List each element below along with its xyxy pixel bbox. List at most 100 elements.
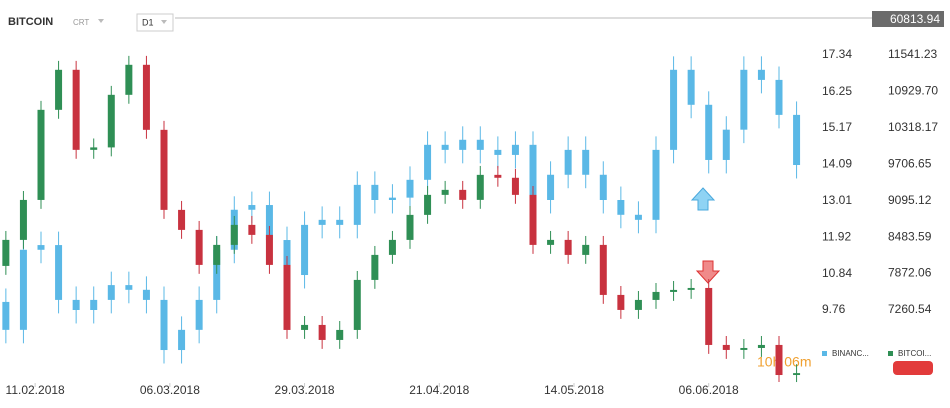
candle-body [72,69,80,150]
candle-body [511,144,519,155]
candle-body [687,287,695,290]
y2-tick-label: 10929.70 [888,84,938,98]
candle-body [371,184,379,200]
candle-body [336,219,344,225]
candle-body [90,147,98,150]
candle-body [301,324,309,330]
candle-body [178,209,186,230]
candle-body [37,109,45,200]
sell-signal [695,260,721,284]
candle-body [336,329,344,340]
candle-body [582,149,590,175]
candle-body [599,174,607,200]
last-price-box [872,11,944,27]
candle-body [2,301,10,330]
timeframe[interactable]: D1 [142,17,154,27]
y-tick-label: 11.92 [822,230,851,244]
candle-body [757,69,765,80]
candle-body [547,174,555,200]
candle-body [617,294,625,310]
candle-body [125,285,133,290]
candle-body [55,245,63,300]
buy-signal [690,187,716,211]
candle-body [529,144,537,200]
candle-body [722,129,730,160]
candle-body [634,214,642,220]
candle-body [705,287,713,345]
candle-body [476,174,484,200]
candle-body [283,264,291,330]
x-tick-label: 06.06.2018 [679,383,739,397]
candle-body [564,149,572,175]
x-tick-label: 29.03.2018 [275,383,335,397]
candle-body [2,239,10,266]
candle-body [213,249,221,300]
candle-body [424,194,432,215]
legend-swatch [888,351,893,356]
candle-body [617,199,625,215]
candle-body [371,254,379,280]
candle-body [195,229,203,265]
candle-body [529,194,537,245]
legend-swatch [822,351,827,356]
y2-tick-label: 8483.59 [888,229,932,243]
candle-body [72,299,80,310]
candle-body [19,249,27,330]
candle-body [107,94,115,148]
candle-body [195,299,203,330]
candle-body [107,285,115,300]
chart-subtitle[interactable]: CRT [73,18,89,27]
candle-body [19,199,27,240]
candle-body [142,64,150,130]
timeframe-box[interactable] [136,13,174,32]
candle-body [687,69,695,105]
candle-body [670,289,678,292]
candle-body [511,177,519,195]
countdown: 10h 06m [757,354,811,370]
x-tick-label: 14.05.2018 [544,383,604,397]
candle-body [248,224,256,235]
candle-body [142,289,150,300]
dropdown-arrow[interactable] [161,20,167,24]
candle-body [318,219,326,225]
candle-body [494,174,502,178]
y2-tick-label: 9095.12 [888,193,932,207]
dropdown-arrow[interactable] [98,19,104,23]
candle-body [634,299,642,310]
candle-body [55,69,63,110]
candle-body [318,324,326,340]
candle-body [705,104,713,160]
y2-tick-label: 10318.17 [888,120,938,134]
candle-body [388,239,396,255]
candle-body [564,239,572,255]
candle-body [599,244,607,295]
candle-body [406,214,414,240]
candle-body [582,244,590,255]
candle-body [441,144,449,150]
candle-body [160,129,168,210]
candle-body [213,244,221,265]
y-tick-label: 15.17 [822,120,852,134]
candle-body [775,344,783,376]
candle-body [353,184,361,225]
candle-body [722,344,730,350]
chart-title: BITCOIN [8,16,53,28]
candle-body [406,179,414,198]
candle-body [476,139,484,150]
candle-body [740,69,748,130]
y2-tick-label: 11541.23 [888,47,937,61]
candle-body [265,234,273,265]
legend-label: BINANC... [832,349,869,358]
last-price: 60813.94 [890,12,940,26]
candle-body [230,224,238,245]
y-tick-label: 14.09 [822,157,852,171]
candle-body [265,205,273,241]
x-tick-label: 21.04.2018 [409,383,469,397]
candle-body [90,299,98,310]
y-tick-label: 13.01 [822,193,852,207]
candle-body [37,245,45,250]
y2-tick-label: 9706.65 [888,156,932,170]
candle-body [775,79,783,115]
